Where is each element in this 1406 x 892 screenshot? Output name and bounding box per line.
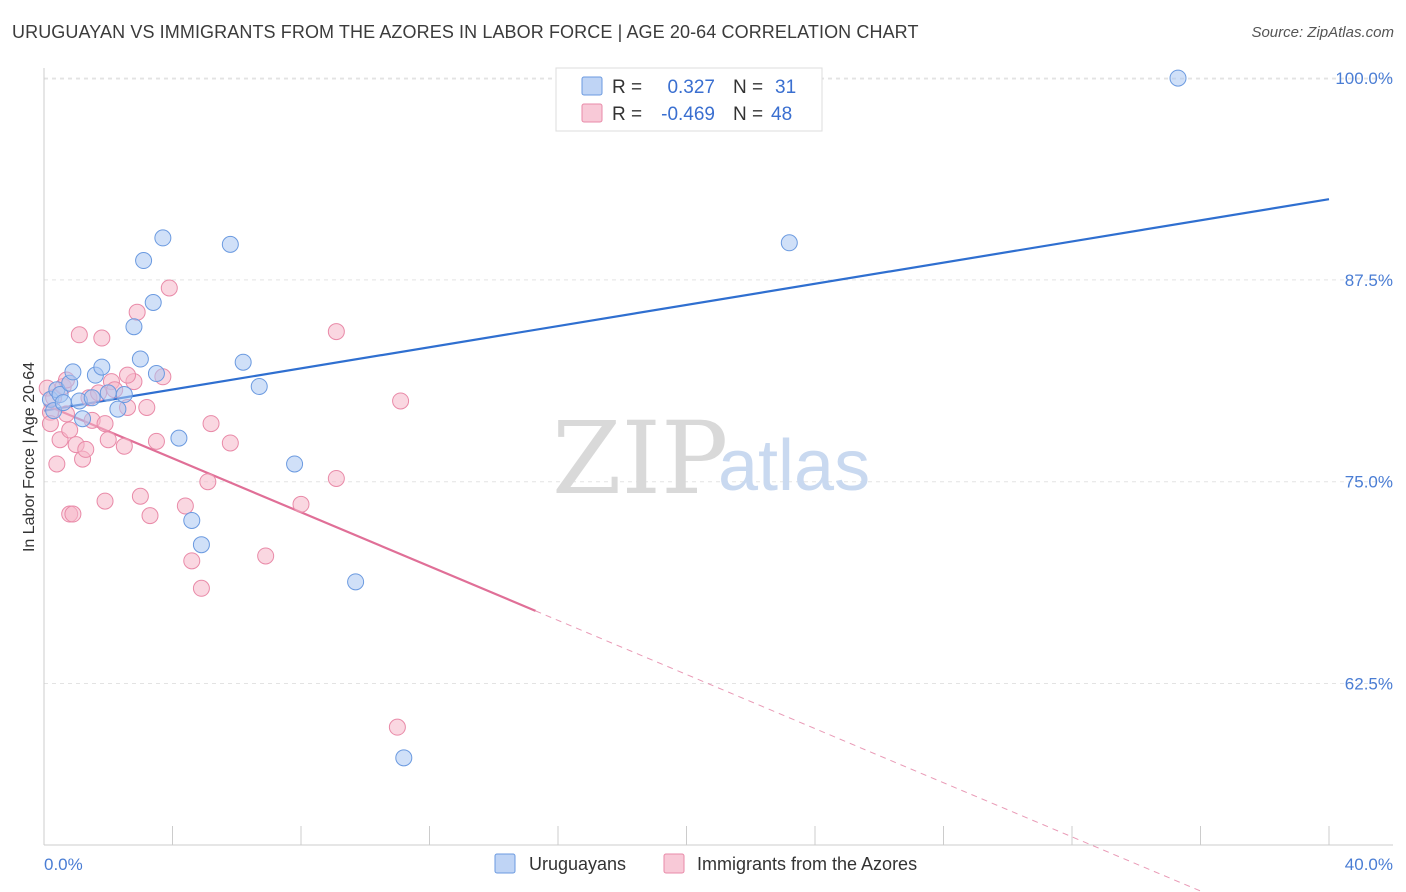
point-uruguayans <box>286 455 304 473</box>
point-uruguayans <box>183 511 201 529</box>
series-legend: Uruguayans Immigrants from the Azores <box>494 853 917 874</box>
point-azores <box>388 718 406 736</box>
point-azores <box>192 579 210 597</box>
y-tick-label: 75.0% <box>1345 473 1393 492</box>
trend-line-1 <box>43 403 536 612</box>
legend-r-value-1: -0.469 <box>661 104 715 125</box>
point-azores <box>221 434 239 452</box>
chart-title: URUGUAYAN VS IMMIGRANTS FROM THE AZORES … <box>12 22 919 42</box>
point-uruguayans <box>221 235 239 253</box>
point-azores <box>77 440 95 458</box>
point-azores <box>128 303 146 321</box>
point-azores <box>61 421 79 439</box>
point-azores <box>119 366 137 384</box>
point-azores <box>70 326 88 344</box>
x-tick-label: 0.0% <box>44 855 83 874</box>
trend-lines <box>43 198 1330 892</box>
point-azores <box>176 497 194 515</box>
point-uruguayans <box>135 252 153 270</box>
point-azores <box>138 398 156 416</box>
point-uruguayans <box>395 749 413 767</box>
series-legend-label-uruguayans: Uruguayans <box>529 854 626 874</box>
x-tick-labels: 0.0% 40.0% <box>44 855 1393 874</box>
point-uruguayans <box>64 363 82 381</box>
point-azores <box>99 431 117 449</box>
legend-n-value-1: 48 <box>771 104 792 125</box>
axes <box>43 68 1393 846</box>
point-uruguayans <box>74 410 92 428</box>
watermark-atlas: atlas <box>718 426 870 506</box>
watermark-zip: ZIP <box>552 400 728 517</box>
point-uruguayans <box>347 573 365 591</box>
legend-swatch-uruguayans <box>581 76 603 96</box>
point-uruguayans <box>93 358 111 376</box>
series-legend-label-azores: Immigrants from the Azores <box>697 854 917 874</box>
point-azores <box>257 547 275 565</box>
point-azores <box>160 279 178 297</box>
point-azores <box>96 492 114 510</box>
gridlines <box>44 77 1393 685</box>
point-uruguayans <box>147 365 165 383</box>
source-credit: Source: ZipAtlas.com <box>1251 24 1394 41</box>
point-uruguayans <box>250 377 268 395</box>
y-tick-labels: 62.5% 75.0% 87.5% 100.0% <box>1335 69 1393 693</box>
legend-n-label-1: N = <box>733 104 763 125</box>
point-azores <box>48 455 66 473</box>
point-azores <box>327 323 345 341</box>
legend-n-label-0: N = <box>733 77 763 98</box>
point-azores <box>64 505 82 523</box>
point-uruguayans <box>109 400 127 418</box>
point-azores <box>202 415 220 433</box>
point-uruguayans <box>99 384 117 402</box>
point-azores <box>141 507 159 525</box>
y-tick-label: 62.5% <box>1345 675 1393 694</box>
trend-line-extension-1 <box>535 610 1205 892</box>
point-uruguayans <box>131 350 149 368</box>
point-azores <box>199 473 217 491</box>
point-azores <box>392 392 410 410</box>
point-uruguayans <box>115 386 133 404</box>
legend-r-label-1: R = <box>612 104 642 125</box>
y-tick-label: 87.5% <box>1345 271 1393 290</box>
point-uruguayans <box>192 536 210 554</box>
point-azores <box>115 437 133 455</box>
point-azores <box>183 552 201 570</box>
y-tick-label: 100.0% <box>1335 69 1393 88</box>
point-azores <box>292 495 310 513</box>
point-azores <box>327 469 345 487</box>
point-uruguayans <box>125 318 143 336</box>
series-legend-swatch-azores <box>663 853 685 874</box>
legend-r-label-0: R = <box>612 77 642 98</box>
point-azores <box>147 432 165 450</box>
point-uruguayans <box>234 353 252 371</box>
point-azores <box>96 415 114 433</box>
series-legend-swatch-uruguayans <box>494 853 516 874</box>
point-uruguayans <box>54 394 72 412</box>
x-tick-label: 40.0% <box>1345 855 1393 874</box>
point-uruguayans <box>144 294 162 311</box>
legend-swatch-azores <box>581 103 603 123</box>
point-uruguayans <box>170 429 188 447</box>
point-uruguayans <box>83 389 101 407</box>
point-uruguayans <box>154 229 172 247</box>
correlation-legend: R = 0.327 N = 31 R = -0.469 N = 48 <box>555 67 823 132</box>
point-azores <box>131 487 149 505</box>
point-azores <box>93 329 111 347</box>
y-axis-label: In Labor Force | Age 20-64 <box>21 362 38 552</box>
scatter-points <box>38 69 1187 767</box>
point-uruguayans <box>1169 69 1187 87</box>
point-uruguayans <box>780 234 798 252</box>
legend-r-value-0: 0.327 <box>667 77 715 98</box>
legend-n-value-0: 31 <box>775 77 796 98</box>
trend-line-0 <box>43 198 1330 412</box>
